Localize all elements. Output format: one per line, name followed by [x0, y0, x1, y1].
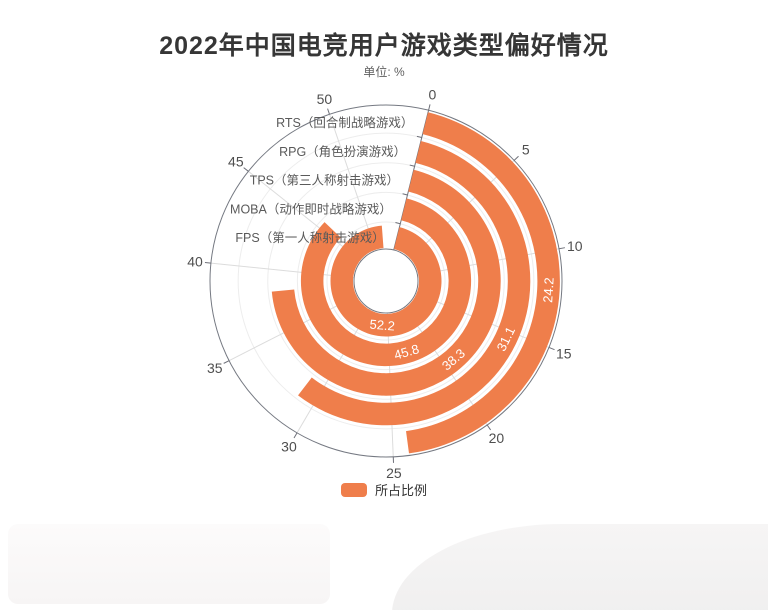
angle-tick [293, 432, 298, 439]
angle-tick [548, 346, 555, 351]
value-label-fps: 52.2 [369, 317, 395, 334]
value-label-rts: 24.2 [540, 277, 556, 303]
background-decoration-left [8, 524, 330, 604]
angle-tick-label: 30 [281, 439, 297, 455]
angle-tick-label: 45 [228, 153, 244, 169]
center-hole [353, 248, 419, 314]
chart-title: 2022年中国电竞用户游戏类型偏好情况 [159, 32, 609, 60]
angle-tick [327, 108, 330, 115]
chart-subtitle: 单位: % [363, 65, 405, 79]
outer-axis-circle [209, 104, 563, 458]
category-label-rts: RTS（回合制战略游戏） [276, 115, 413, 130]
angle-tick-label: 20 [489, 430, 505, 446]
radius-gridline [267, 162, 505, 400]
category-label-fps: FPS（第一人称射击游戏） [235, 230, 384, 245]
angle-tick-label: 15 [556, 345, 572, 361]
radius-axis-tick [395, 222, 401, 225]
angle-spoke [329, 114, 377, 251]
angle-spoke [210, 262, 355, 279]
category-label-tps: TPS（第三人称射击游戏） [250, 173, 399, 188]
angle-tick-label: 25 [386, 465, 402, 481]
angle-tick-label: 0 [429, 87, 437, 103]
category-label-rpg: RPG（角色扮演游戏） [279, 144, 406, 159]
angle-tick-label: 10 [567, 238, 583, 254]
angle-tick [558, 247, 566, 250]
legend-swatch-icon[interactable] [340, 482, 367, 497]
bar-fps[interactable] [330, 225, 442, 337]
legend[interactable]: 所占比例 [0, 480, 768, 499]
radius-gridline [296, 191, 476, 371]
angle-tick-label: 5 [522, 141, 530, 157]
angle-tick-label: 40 [187, 254, 203, 270]
angle-tick [223, 360, 230, 364]
angle-tick [204, 262, 211, 264]
radius-axis-tick [416, 135, 422, 139]
radius-gridline [237, 132, 535, 430]
radius-axis-tick [402, 193, 408, 196]
legend-label[interactable]: 所占比例 [374, 483, 427, 498]
radius-axis-line [393, 110, 430, 251]
radius-gridline [326, 221, 446, 341]
bar-rpg[interactable] [298, 140, 531, 426]
angle-tick [428, 104, 431, 111]
radius-axis-tick [409, 164, 415, 167]
value-label-moba: 45.8 [392, 341, 420, 362]
angle-tick [513, 155, 519, 161]
category-label-moba: MOBA（动作即时战略游戏） [230, 201, 392, 216]
angle-tick [243, 167, 249, 172]
angle-spoke [248, 170, 362, 262]
angle-tick-label: 35 [207, 360, 223, 376]
angle-tick [486, 424, 492, 431]
angle-tick-label: 50 [317, 91, 333, 107]
bar-rts[interactable] [406, 112, 560, 454]
